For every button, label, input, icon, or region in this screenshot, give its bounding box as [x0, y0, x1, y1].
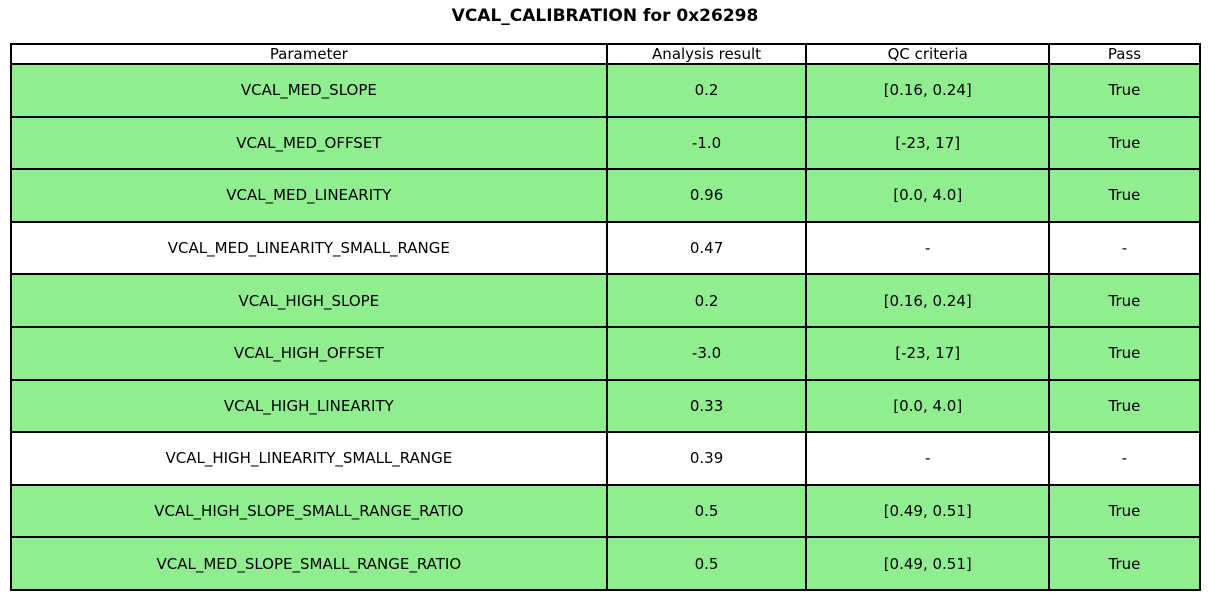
table-row: VCAL_MED_SLOPE 0.2 [0.16, 0.24] True — [10, 63, 1202, 118]
parameter-cell: VCAL_HIGH_LINEARITY — [10, 378, 608, 434]
parameter-cell: VCAL_HIGH_LINEARITY_SMALL_RANGE — [10, 431, 608, 486]
table-row: VCAL_HIGH_OFFSET -3.0 [-23, 17] True — [10, 325, 1202, 381]
analysis-result-cell: 0.39 — [605, 431, 808, 486]
table-row: VCAL_HIGH_SLOPE 0.2 [0.16, 0.24] True — [10, 273, 1202, 328]
qc-criteria-cell: [-23, 17] — [805, 325, 1050, 381]
analysis-result-cell: -1.0 — [605, 115, 808, 171]
table-row: VCAL_MED_LINEARITY_SMALL_RANGE 0.47- - — [10, 220, 1202, 276]
pass-cell: - — [1047, 431, 1202, 486]
analysis-result-cell: 0.2 — [605, 273, 808, 328]
pass-cell: True — [1047, 536, 1202, 591]
parameter-cell: VCAL_HIGH_SLOPE_SMALL_RANGE_RATIO — [10, 483, 608, 539]
qc-results-table: Parameter Analysis result QC criteria Pa… — [10, 43, 1202, 591]
table-row: VCAL_MED_OFFSET -1.0 [-23, 17] True — [10, 115, 1202, 171]
analysis-result-cell: -3.0 — [605, 325, 808, 381]
parameter-cell: VCAL_MED_OFFSET — [10, 115, 608, 171]
qc-criteria-cell: [0.16, 0.24] — [805, 63, 1050, 118]
parameter-cell: VCAL_MED_LINEARITY — [10, 168, 608, 223]
table-row: VCAL_HIGH_SLOPE_SMALL_RANGE_RATIO 0.5 [0.4… — [10, 483, 1202, 539]
column-header-parameter: Parameter — [10, 43, 608, 65]
pass-cell: - — [1047, 220, 1202, 276]
table-row: VCAL_MED_SLOPE_SMALL_RANGE_RATIO 0.5 [0.49… — [10, 536, 1202, 591]
parameter-cell: VCAL_HIGH_OFFSET — [10, 325, 608, 381]
table-header-row: Parameter Analysis result QC criteria Pa… — [10, 43, 1202, 65]
analysis-result-cell: 0.2 — [605, 63, 808, 118]
qc-criteria-cell: - — [805, 431, 1050, 486]
pass-cell: True — [1047, 168, 1202, 223]
pass-cell: True — [1047, 273, 1202, 328]
parameter-cell: VCAL_HIGH_SLOPE — [10, 273, 608, 328]
qc-criteria-cell: [0.49, 0.51] — [805, 483, 1050, 539]
column-header-qc-criteria: QC criteria — [805, 43, 1050, 65]
analysis-result-cell: 0.5 — [605, 483, 808, 539]
qc-criteria-cell: [-23, 17] — [805, 115, 1050, 171]
column-header-analysis-result: Analysis result — [605, 43, 808, 65]
pass-cell: True — [1047, 483, 1202, 539]
analysis-result-cell: 0.96 — [605, 168, 808, 223]
qc-criteria-cell: [0.49, 0.51] — [805, 536, 1050, 591]
qc-criteria-cell: [0.16, 0.24] — [805, 273, 1050, 328]
qc-criteria-cell: - — [805, 220, 1050, 276]
parameter-cell: VCAL_MED_LINEARITY_SMALL_RANGE — [10, 220, 608, 276]
table-body: VCAL_MED_SLOPE 0.2 [0.16, 0.24] True VCAL_ME… — [10, 63, 1202, 591]
pass-cell: True — [1047, 63, 1202, 118]
table-row: VCAL_HIGH_LINEARITY 0.33 [0.0, 4.0] True — [10, 378, 1202, 434]
qc-criteria-cell: [0.0, 4.0] — [805, 168, 1050, 223]
qc-criteria-cell: [0.0, 4.0] — [805, 378, 1050, 434]
column-header-pass: Pass — [1047, 43, 1202, 65]
page-title: VCAL_CALIBRATION for 0x26298 — [451, 6, 759, 26]
analysis-result-cell: 0.5 — [605, 536, 808, 591]
parameter-cell: VCAL_MED_SLOPE_SMALL_RANGE_RATIO — [10, 536, 608, 591]
pass-cell: True — [1047, 115, 1202, 171]
analysis-result-cell: 0.33 — [605, 378, 808, 434]
parameter-cell: VCAL_MED_SLOPE — [10, 63, 608, 118]
analysis-result-cell: 0.47 — [605, 220, 808, 276]
pass-cell: True — [1047, 378, 1202, 434]
table-row: VCAL_HIGH_LINEARITY_SMALL_RANGE 0.39- - — [10, 431, 1202, 486]
pass-cell: True — [1047, 325, 1202, 381]
table-row: VCAL_MED_LINEARITY 0.96 [0.0, 4.0] True — [10, 168, 1202, 223]
